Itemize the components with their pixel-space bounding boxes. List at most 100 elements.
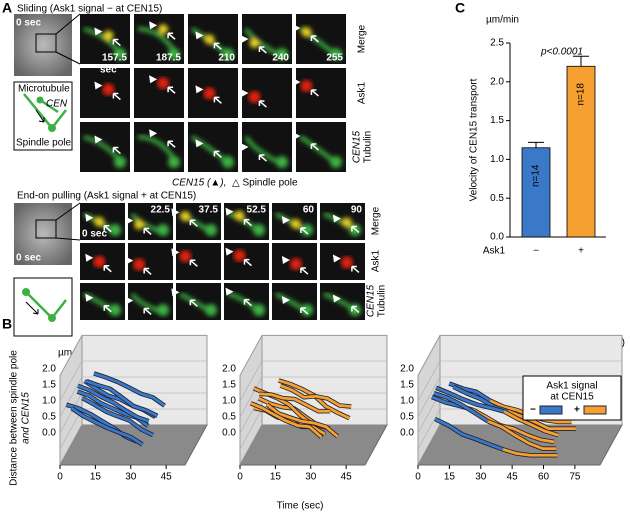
pole xyxy=(253,224,265,236)
arrow xyxy=(300,267,309,275)
dic-image xyxy=(14,203,72,265)
time-label: 37.5 xyxy=(199,205,219,216)
x-label: Time (sec) xyxy=(277,501,324,512)
cen-merge xyxy=(290,219,301,230)
trace xyxy=(77,384,150,423)
arrowhead xyxy=(85,213,94,222)
signal xyxy=(275,292,313,316)
arrow xyxy=(258,100,267,108)
arrowhead xyxy=(195,85,204,94)
error-bar xyxy=(573,55,589,67)
row-label: CEN15 xyxy=(366,284,377,317)
x-tick-label: 45 xyxy=(341,472,353,483)
trace xyxy=(471,408,555,444)
signal xyxy=(137,24,180,60)
ask1 xyxy=(340,256,353,269)
signal xyxy=(130,292,169,316)
y-label: Velocity of CEN15 transport xyxy=(469,78,480,201)
grid-line xyxy=(239,424,387,466)
y-tick-label: 1.5 xyxy=(42,380,56,391)
arrowhead xyxy=(240,89,249,98)
diagram-label: CEN xyxy=(46,99,68,110)
y-tick-label: 1.0 xyxy=(42,396,56,407)
error-bar xyxy=(528,141,544,148)
arrowhead xyxy=(332,214,341,223)
arrow xyxy=(243,218,252,227)
legend-title: at CEN15 xyxy=(550,392,594,403)
ask1 xyxy=(102,83,115,96)
arrow xyxy=(300,307,309,315)
bar xyxy=(566,65,596,238)
pole xyxy=(157,224,169,236)
arrowhead xyxy=(125,256,134,265)
zoom-box xyxy=(35,33,57,53)
legend-label: − xyxy=(530,405,536,416)
arrowhead xyxy=(225,207,234,216)
cen-merge xyxy=(180,211,191,222)
diagram-cen xyxy=(22,288,30,296)
arrow xyxy=(189,219,198,227)
signal xyxy=(157,77,170,90)
arrowhead xyxy=(149,75,158,84)
ask1 xyxy=(157,77,170,90)
arrow xyxy=(189,259,198,267)
arrow xyxy=(103,224,112,233)
arrow xyxy=(143,267,152,276)
cen-merge xyxy=(249,38,260,49)
time-label: 255 xyxy=(326,53,343,64)
y-tick-label: 0.0 xyxy=(490,232,504,243)
arrow xyxy=(103,304,112,313)
n-label: n=18 xyxy=(576,83,587,106)
arrowhead xyxy=(332,254,341,263)
pole xyxy=(276,48,288,60)
signal xyxy=(93,255,106,268)
pole xyxy=(330,48,342,60)
y-tick-label: 0.0 xyxy=(222,428,236,439)
row-label: Merge xyxy=(357,24,368,53)
pole xyxy=(168,48,180,60)
y-tick-label: 1.5 xyxy=(400,380,414,391)
cen-merge xyxy=(103,30,114,41)
row-label: CEN15 xyxy=(352,130,363,163)
y-tick-label: 0.5 xyxy=(222,412,236,423)
cen-merge xyxy=(94,216,105,227)
arrow xyxy=(213,150,222,158)
x-tick-label: 30 xyxy=(475,472,487,483)
signal xyxy=(233,249,246,262)
pole xyxy=(114,156,126,168)
signal xyxy=(130,212,169,236)
signal xyxy=(83,135,126,168)
x-tick-label: 0 xyxy=(57,472,63,483)
pole xyxy=(168,156,180,168)
arrowhead xyxy=(281,296,290,305)
trace xyxy=(433,391,489,423)
y-tick-label: 2.0 xyxy=(400,364,414,375)
arrow xyxy=(351,305,360,314)
y-tick-label: 0.5 xyxy=(42,412,56,423)
block-title: Sliding (Ask1 signal − at CEN15) xyxy=(17,4,162,15)
pole xyxy=(205,224,217,236)
arrowhead xyxy=(195,31,204,40)
cen-merge xyxy=(234,210,245,221)
arrow xyxy=(143,307,152,316)
arrowhead xyxy=(85,253,94,262)
row-label: Ask1 xyxy=(371,249,382,272)
trace xyxy=(93,372,166,407)
block-title: End-on pulling (Ask1 signal + at CEN15) xyxy=(17,191,196,202)
arrowhead xyxy=(85,293,94,302)
time-label: 240 xyxy=(272,53,289,64)
arrow xyxy=(310,143,319,151)
y-tick-label: 2.0 xyxy=(222,364,236,375)
arrow xyxy=(112,92,121,101)
arrow xyxy=(213,96,222,104)
grid-line xyxy=(417,424,622,466)
signal xyxy=(244,27,288,60)
x-tick-label: 15 xyxy=(444,472,456,483)
signal xyxy=(248,91,261,104)
arrow xyxy=(167,32,176,40)
y-unit: µm xyxy=(58,348,72,359)
arrow xyxy=(189,299,198,307)
signal xyxy=(137,135,180,168)
signal xyxy=(244,135,288,168)
arrow xyxy=(112,146,121,155)
